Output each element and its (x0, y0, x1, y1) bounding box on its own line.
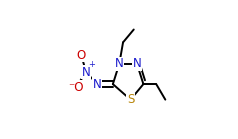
Text: N: N (93, 78, 102, 91)
Text: ⁻O: ⁻O (68, 81, 84, 94)
Text: N: N (133, 57, 141, 70)
Text: +: + (89, 60, 95, 69)
Text: N: N (82, 66, 90, 79)
Text: S: S (127, 93, 134, 106)
Text: N: N (115, 57, 124, 70)
Text: O: O (77, 49, 86, 62)
